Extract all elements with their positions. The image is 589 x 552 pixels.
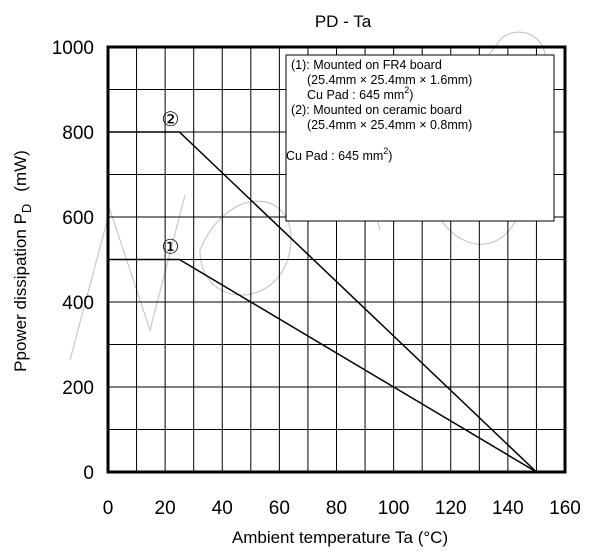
- y-tick-label: 800: [62, 123, 94, 144]
- legend-paren-2: ): [388, 149, 392, 163]
- x-tick-label: 60: [269, 498, 290, 519]
- x-tick-label: 80: [326, 498, 347, 519]
- x-tick-label: 120: [435, 498, 467, 519]
- x-tick-label: 140: [492, 498, 524, 519]
- y-tick-label: 200: [62, 378, 94, 399]
- y-tick-label: 400: [62, 293, 94, 314]
- legend-line-6: Cu Pad : 645 mm2): [286, 146, 392, 163]
- x-axis-label: Ambient temperature Ta (°C): [232, 528, 448, 547]
- legend-line-5: (25.4mm × 25.4mm × 0.8mm): [307, 118, 472, 132]
- x-tick-label: 160: [549, 498, 581, 519]
- legend-sup-2: 2: [383, 146, 388, 156]
- y-axis-label-sub: D: [19, 204, 34, 213]
- x-tick-label: 40: [212, 498, 233, 519]
- legend: (1): Mounted on FR4 board (25.4mm × 25.4…: [285, 54, 555, 222]
- series-marker-2: ②: [161, 109, 179, 131]
- legend-line-4: (2): Mounted on ceramic board: [291, 103, 462, 117]
- y-axis-label: Ppower dissipation PD (mW): [11, 150, 34, 372]
- y-tick-label: 0: [83, 463, 94, 484]
- legend-line-1: (1): Mounted on FR4 board: [291, 58, 442, 72]
- legend-line-3: Cu Pad : 645 mm2): [307, 85, 413, 102]
- y-tick-label: 600: [62, 208, 94, 229]
- x-tick-label: 0: [103, 498, 114, 519]
- y-axis-label-unit: (mW): [11, 150, 30, 192]
- series-line-2: [108, 131, 537, 473]
- y-axis-label-main: Ppower dissipation P: [11, 213, 30, 372]
- legend-sup-1: 2: [404, 85, 409, 95]
- legend-paren-1: ): [409, 88, 413, 102]
- legend-line-2: (25.4mm × 25.4mm × 1.6mm): [307, 73, 472, 87]
- x-tick-label: 20: [155, 498, 176, 519]
- x-tick-label: 100: [378, 498, 410, 519]
- series-marker-1: ①: [161, 237, 179, 259]
- chart-title: PD - Ta: [315, 12, 372, 31]
- series-line-1: [108, 258, 537, 473]
- y-tick-label: 1000: [52, 38, 94, 59]
- legend-box: [285, 54, 555, 222]
